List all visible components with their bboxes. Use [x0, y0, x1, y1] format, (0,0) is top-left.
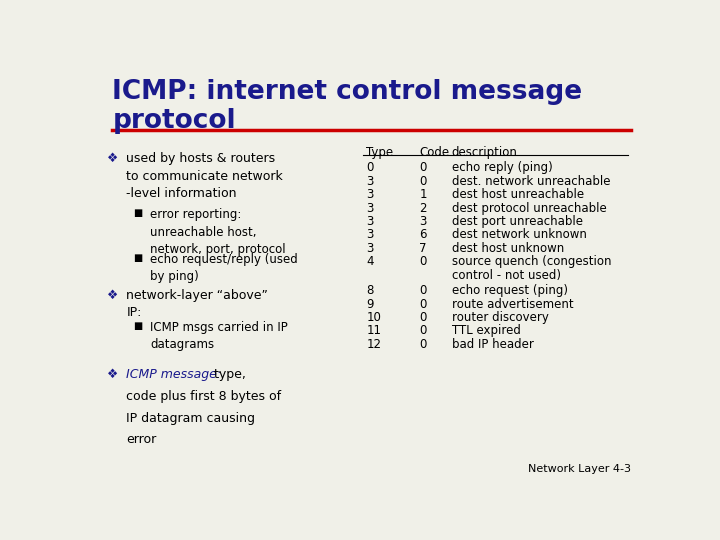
Text: 9: 9 [366, 298, 374, 310]
Text: ■: ■ [133, 253, 143, 263]
Text: 0: 0 [419, 311, 426, 324]
Text: 0: 0 [419, 285, 426, 298]
Text: dest. network unreachable: dest. network unreachable [451, 175, 610, 188]
Text: error reporting:
unreachable host,
network, port, protocol: error reporting: unreachable host, netwo… [150, 208, 286, 256]
Text: ❖: ❖ [107, 368, 118, 381]
Text: 12: 12 [366, 338, 381, 350]
Text: router discovery: router discovery [451, 311, 549, 324]
Text: Network Layer 4-3: Network Layer 4-3 [528, 464, 631, 474]
Text: ■: ■ [133, 208, 143, 218]
Text: description: description [451, 146, 518, 159]
Text: 6: 6 [419, 228, 427, 241]
Text: ICMP message:: ICMP message: [126, 368, 221, 381]
Text: 3: 3 [366, 228, 374, 241]
Text: 0: 0 [419, 161, 426, 174]
Text: route advertisement: route advertisement [451, 298, 573, 310]
Text: dest protocol unreachable: dest protocol unreachable [451, 201, 606, 214]
Text: protocol: protocol [112, 109, 236, 134]
Text: 3: 3 [366, 175, 374, 188]
Text: 0: 0 [419, 255, 426, 268]
Text: 3: 3 [366, 241, 374, 254]
Text: control - not used): control - not used) [451, 269, 561, 282]
Text: 3: 3 [366, 215, 374, 228]
Text: error: error [126, 433, 156, 446]
Text: echo request/reply (used
by ping): echo request/reply (used by ping) [150, 253, 298, 284]
Text: dest host unreachable: dest host unreachable [451, 188, 584, 201]
Text: echo request (ping): echo request (ping) [451, 285, 567, 298]
Text: 1: 1 [419, 188, 427, 201]
Text: ❖: ❖ [107, 152, 118, 165]
Text: bad IP header: bad IP header [451, 338, 534, 350]
Text: dest network unknown: dest network unknown [451, 228, 587, 241]
Text: 0: 0 [419, 298, 426, 310]
Text: 10: 10 [366, 311, 381, 324]
Text: 3: 3 [366, 201, 374, 214]
Text: echo reply (ping): echo reply (ping) [451, 161, 552, 174]
Text: 4: 4 [366, 255, 374, 268]
Text: ❖: ❖ [107, 288, 118, 301]
Text: IP datagram causing: IP datagram causing [126, 411, 256, 424]
Text: source quench (congestion: source quench (congestion [451, 255, 611, 268]
Text: 0: 0 [419, 324, 426, 338]
Text: type,: type, [210, 368, 246, 381]
Text: ICMP: internet control message: ICMP: internet control message [112, 79, 582, 105]
Text: TTL expired: TTL expired [451, 324, 521, 338]
Text: 0: 0 [419, 338, 426, 350]
Text: ICMP msgs carried in IP
datagrams: ICMP msgs carried in IP datagrams [150, 321, 288, 351]
Text: 3: 3 [366, 188, 374, 201]
Text: code plus first 8 bytes of: code plus first 8 bytes of [126, 390, 282, 403]
Text: Type: Type [366, 146, 393, 159]
Text: network-layer “above”
IP:: network-layer “above” IP: [126, 288, 268, 319]
Text: used by hosts & routers
to communicate network
-level information: used by hosts & routers to communicate n… [126, 152, 283, 200]
Text: dest host unknown: dest host unknown [451, 241, 564, 254]
Text: 11: 11 [366, 324, 381, 338]
Text: dest port unreachable: dest port unreachable [451, 215, 582, 228]
Text: 3: 3 [419, 215, 426, 228]
Text: Code: Code [419, 146, 449, 159]
Text: ■: ■ [133, 321, 143, 330]
Text: 8: 8 [366, 285, 374, 298]
Text: 0: 0 [419, 175, 426, 188]
Text: 2: 2 [419, 201, 427, 214]
Text: 0: 0 [366, 161, 374, 174]
Text: 7: 7 [419, 241, 427, 254]
